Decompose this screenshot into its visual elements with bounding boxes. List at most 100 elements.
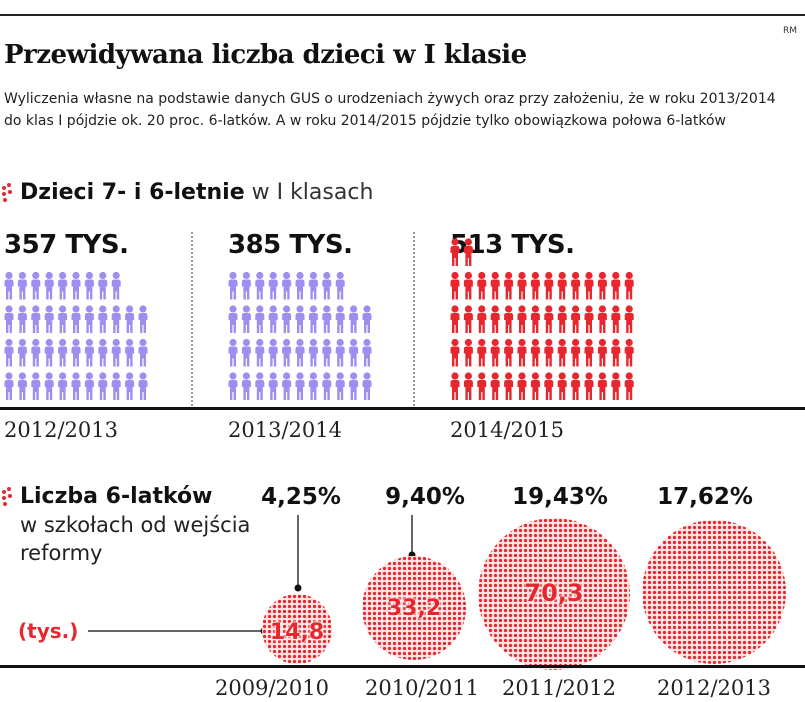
person-icon-2014-2015-51: [571, 271, 581, 300]
section-1-baseline: [0, 407, 805, 410]
person-icon-2012-2013-15: [58, 338, 68, 367]
person-icon-2013-2014-8: [335, 372, 345, 400]
person-icon-2014-2015-53: [597, 271, 607, 300]
percent-label-2010: 9,40%: [385, 484, 465, 510]
person-icon-2014-2015-2: [477, 372, 487, 400]
person-icon-2014-2015-27: [624, 338, 634, 367]
bubble-year-2012: 2012/2013: [657, 676, 771, 700]
person-icon-2014-2015-6: [530, 372, 540, 400]
person-icon-2012-2013-21: [138, 338, 148, 367]
person-icon-2012-2013-32: [138, 305, 148, 333]
person-icon-2012-2013-25: [44, 305, 54, 333]
person-icon-2014-2015-55: [624, 271, 634, 300]
person-icon-2012-2013-9: [125, 372, 135, 400]
subtitle: Wyliczenia własne na podstawie danych GU…: [4, 91, 776, 129]
person-icon-2014-2015-34: [530, 305, 540, 333]
year-label-2014: 2014/2015: [450, 418, 564, 442]
section-2-heading: Liczba 6-latków: [20, 484, 212, 509]
person-icon-2012-2013-0: [4, 372, 14, 400]
person-icon-2012-2013-37: [58, 271, 68, 300]
person-icon-2013-2014-4: [282, 372, 292, 400]
person-icon-2014-2015-22: [557, 338, 567, 367]
section-1-title-bold: Dzieci 7- i 6-letnie: [20, 180, 245, 205]
person-icon-2013-2014-12: [241, 338, 251, 367]
person-icon-2012-2013-29: [98, 305, 108, 333]
person-icon-2014-2015-37: [571, 305, 581, 333]
section-2-title-bold: Liczba 6-latków: [20, 484, 213, 509]
value-label-2013: 385 TYS.: [228, 230, 353, 260]
unit-label: (tys.): [18, 619, 79, 643]
person-icon-2013-2014-17: [308, 338, 318, 367]
person-icon-2014-2015-18: [504, 338, 514, 367]
person-icon-2014-2015-33: [517, 305, 527, 333]
person-icon-2013-2014-6: [308, 372, 318, 400]
person-icon-2013-2014-19: [335, 338, 345, 367]
person-icon-2012-2013-12: [17, 338, 27, 367]
person-icon-2014-2015-19: [517, 338, 527, 367]
person-icon-2013-2014-37: [282, 271, 292, 300]
person-icon-2013-2014-40: [322, 271, 332, 300]
person-icon-2014-2015-11: [597, 372, 607, 400]
person-icon-2012-2013-23: [17, 305, 27, 333]
section-2-baseline: [0, 665, 805, 668]
bubble-2009: [262, 594, 332, 664]
person-icon-2012-2013-1: [17, 372, 27, 400]
person-icon-2012-2013-35: [31, 271, 41, 300]
person-icon-2013-2014-34: [241, 271, 251, 300]
person-icon-2014-2015-14: [450, 338, 460, 367]
percent-label-2011: 19,43%: [512, 484, 608, 510]
person-icon-2012-2013-20: [125, 338, 135, 367]
person-icon-2013-2014-13: [255, 338, 265, 367]
person-icon-2012-2013-28: [84, 305, 94, 333]
section-2-title-line3: reformy: [20, 541, 103, 565]
section-1-dots-icon: [2, 183, 14, 204]
person-icon-2012-2013-19: [111, 338, 121, 367]
bubble-value-2010: 33,2: [386, 596, 442, 621]
person-icon-2013-2014-14: [268, 338, 278, 367]
person-icon-2014-2015-7: [544, 372, 554, 400]
person-icon-2014-2015-52: [584, 271, 594, 300]
person-icon-2014-2015-12: [611, 372, 621, 400]
person-icon-2014-2015-38: [584, 305, 594, 333]
person-icon-2014-2015-42: [450, 271, 460, 300]
person-icon-2013-2014-18: [322, 338, 332, 367]
person-icon-2012-2013-34: [17, 271, 27, 300]
year-label-2013: 2013/2014: [228, 418, 342, 442]
person-icon-2013-2014-38: [295, 271, 305, 300]
person-icon-2013-2014-31: [349, 305, 359, 333]
person-icon-2014-2015-17: [490, 338, 500, 367]
person-icon-2013-2014-21: [362, 338, 372, 367]
section-2-dots-icon: [2, 487, 14, 508]
person-icon-2014-2015-50: [557, 271, 567, 300]
person-icon-2014-2015-1: [463, 372, 473, 400]
person-icon-2014-2015-54: [611, 271, 621, 300]
person-icon-2013-2014-29: [322, 305, 332, 333]
person-icon-2013-2014-36: [268, 271, 278, 300]
person-icon-2014-2015-30: [477, 305, 487, 333]
person-icon-2012-2013-39: [84, 271, 94, 300]
person-icon-2012-2013-10: [138, 372, 148, 400]
credit: RM: [782, 26, 797, 36]
bubble-2012: [642, 520, 786, 664]
person-icon-2012-2013-31: [125, 305, 135, 333]
person-icon-2012-2013-6: [84, 372, 94, 400]
bubble-2010: [362, 556, 466, 660]
person-icon-2014-2015-28: [450, 305, 460, 333]
person-icon-2013-2014-10: [362, 372, 372, 400]
bubble-value-2009: 14,8: [269, 620, 325, 645]
person-icon-2012-2013-38: [71, 271, 81, 300]
percent-label-2012: 17,62%: [657, 484, 753, 510]
person-icon-2014-2015-4: [504, 372, 514, 400]
person-icon-2014-2015-29: [463, 305, 473, 333]
person-icon-2013-2014-41: [335, 271, 345, 300]
person-icon-2014-2015-10: [584, 372, 594, 400]
person-icon-2013-2014-33: [228, 271, 238, 300]
person-icon-2014-2015-0: [450, 372, 460, 400]
person-icon-2013-2014-22: [228, 305, 238, 333]
bubble-year-2009: 2009/2010: [215, 676, 329, 700]
bubble-year-2010: 2010/2011: [365, 676, 479, 700]
person-icon-2013-2014-16: [295, 338, 305, 367]
person-icon-2012-2013-2: [31, 372, 41, 400]
person-icon-2014-2015-31: [490, 305, 500, 333]
